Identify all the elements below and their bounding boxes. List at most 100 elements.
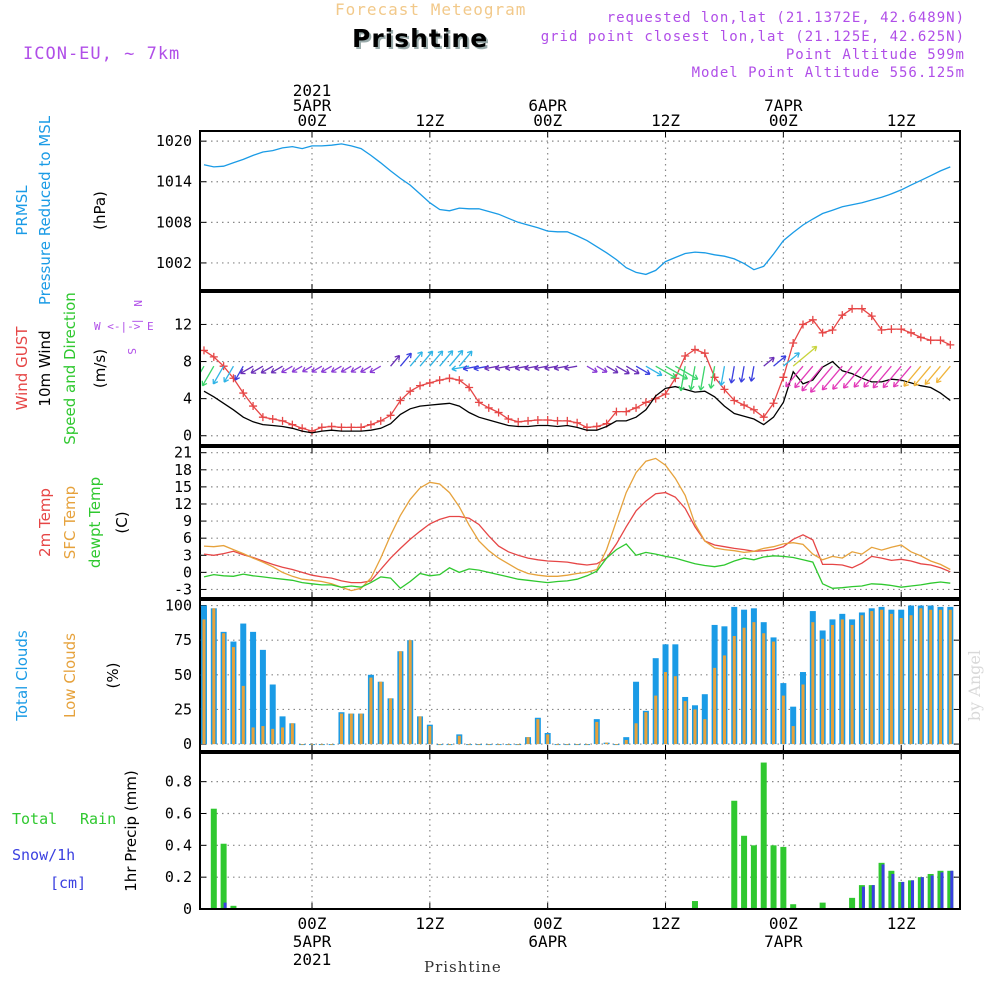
wind-arrow-head <box>504 364 511 371</box>
wind-arrow <box>625 365 640 375</box>
y-tick-label: 12 <box>174 495 192 513</box>
bar-low-cloud <box>556 744 559 745</box>
bar-low-cloud <box>398 651 402 745</box>
wind-arrow <box>773 355 787 367</box>
bar-total-cloud <box>240 623 247 745</box>
panel-axis-label: (hPa) <box>91 191 109 230</box>
top-time-label: 12Z <box>887 111 916 130</box>
panel-axis-label: Low Clouds <box>61 633 79 718</box>
bar-low-cloud <box>467 744 471 745</box>
bar-rain <box>849 897 856 908</box>
wind-arrow-head <box>270 367 277 374</box>
wind-arrow <box>913 365 932 387</box>
wind-arrow-head <box>698 385 705 391</box>
gust-marker <box>946 340 955 349</box>
wind-arrow <box>439 350 454 367</box>
panel-axis-label: (m/s) <box>91 349 109 388</box>
gust-marker <box>249 402 258 411</box>
wind-arrow <box>448 350 464 367</box>
compass-label: S <box>125 348 138 355</box>
bar-low-cloud <box>526 737 530 745</box>
y-tick-label: 1002 <box>156 254 192 272</box>
wind-arrow-head <box>670 372 677 379</box>
top-time-label: 00Z <box>769 111 798 130</box>
gust-marker <box>524 416 533 425</box>
wind-arrow-head <box>534 364 540 371</box>
wind-arrow <box>223 365 235 383</box>
bar-low-cloud <box>241 685 245 745</box>
wind-arrow-head <box>451 365 457 372</box>
y-tick-label: 8 <box>183 353 192 371</box>
bar-low-cloud <box>919 608 923 745</box>
panel-plot-area <box>201 605 954 746</box>
wind-arrow-head <box>311 367 317 373</box>
panel-clouds: 0 25 50 75 100 Total Clouds Low Clouds (%) <box>13 597 961 753</box>
wind-arrow-head <box>466 350 473 357</box>
bar-rain <box>691 901 698 908</box>
wind-arrow <box>515 365 529 370</box>
gust-marker <box>514 417 523 426</box>
wind-arrow-head <box>656 370 663 377</box>
top-time-label: 6APR <box>528 96 567 115</box>
panel-axis-label: SFC Temp <box>61 486 79 559</box>
wind-arrow-head <box>718 380 725 386</box>
panel-axis-label: Speed and Direction <box>61 292 79 445</box>
wind-arrow-head <box>437 350 444 356</box>
wind-arrow <box>763 356 775 367</box>
gust-marker <box>867 312 876 321</box>
wind-arrow-head <box>406 352 412 359</box>
wind-arrow <box>832 365 853 390</box>
wind-arrow-head <box>524 364 530 371</box>
wind-arrow-head <box>201 380 208 387</box>
gust-marker <box>779 373 788 382</box>
wind-arrow <box>645 365 663 376</box>
panel-axis-label: Wind GUST <box>13 326 31 411</box>
wind-arrow-head <box>484 364 490 372</box>
panel-frame <box>199 130 961 291</box>
bar-low-cloud <box>880 609 884 745</box>
wind-arrow-head <box>872 382 879 389</box>
wind-arrow-head <box>473 364 479 372</box>
bar-low-cloud <box>389 698 393 745</box>
wind-arrow <box>495 365 509 370</box>
bar-low-cloud <box>722 655 726 745</box>
wind-arrow <box>291 365 303 373</box>
wind-arrow <box>360 365 372 373</box>
bar-low-cloud <box>644 712 648 745</box>
bar-low-cloud <box>310 744 314 745</box>
wind-arrow <box>201 365 205 373</box>
wind-arrow-head <box>291 367 298 373</box>
precip-rain-label: Rain <box>80 810 116 828</box>
wind-arrow-head <box>903 381 909 387</box>
compass-label: W <-|-> E <box>94 320 154 333</box>
panel-axis-label: 10m Wind <box>36 330 54 406</box>
bar-low-cloud <box>595 721 599 745</box>
bar-total-cloud <box>250 631 257 745</box>
wind-arrow-head <box>330 367 337 373</box>
bar-low-cloud <box>497 744 501 745</box>
top-time-label: 00Z <box>298 111 327 130</box>
wind-arrow-head <box>692 374 699 380</box>
meteogram-supertitle: Forecast Meteogram <box>335 0 527 19</box>
gust-marker <box>201 346 208 355</box>
series-dewpt-temp <box>203 543 951 590</box>
gust-marker <box>632 403 641 412</box>
bottom-time-label: 12Z <box>651 914 680 933</box>
gust-marker <box>916 333 925 342</box>
gust-marker <box>877 326 886 335</box>
gust-marker <box>789 339 798 347</box>
gust-marker <box>808 315 817 324</box>
wind-arrow <box>821 365 843 391</box>
wind-arrow <box>635 365 651 375</box>
bar-low-cloud <box>713 667 717 745</box>
bar-total-cloud <box>269 684 276 745</box>
wind-arrow <box>484 365 499 370</box>
gust-marker <box>445 374 454 383</box>
wind-arrow <box>740 366 745 383</box>
wind-arrow <box>730 366 735 384</box>
precip-snow-label: Snow/1h <box>12 846 75 864</box>
wind-arrow <box>281 365 293 373</box>
gust-marker <box>563 416 572 425</box>
wind-arrow <box>390 355 400 367</box>
gust-marker <box>376 416 385 425</box>
